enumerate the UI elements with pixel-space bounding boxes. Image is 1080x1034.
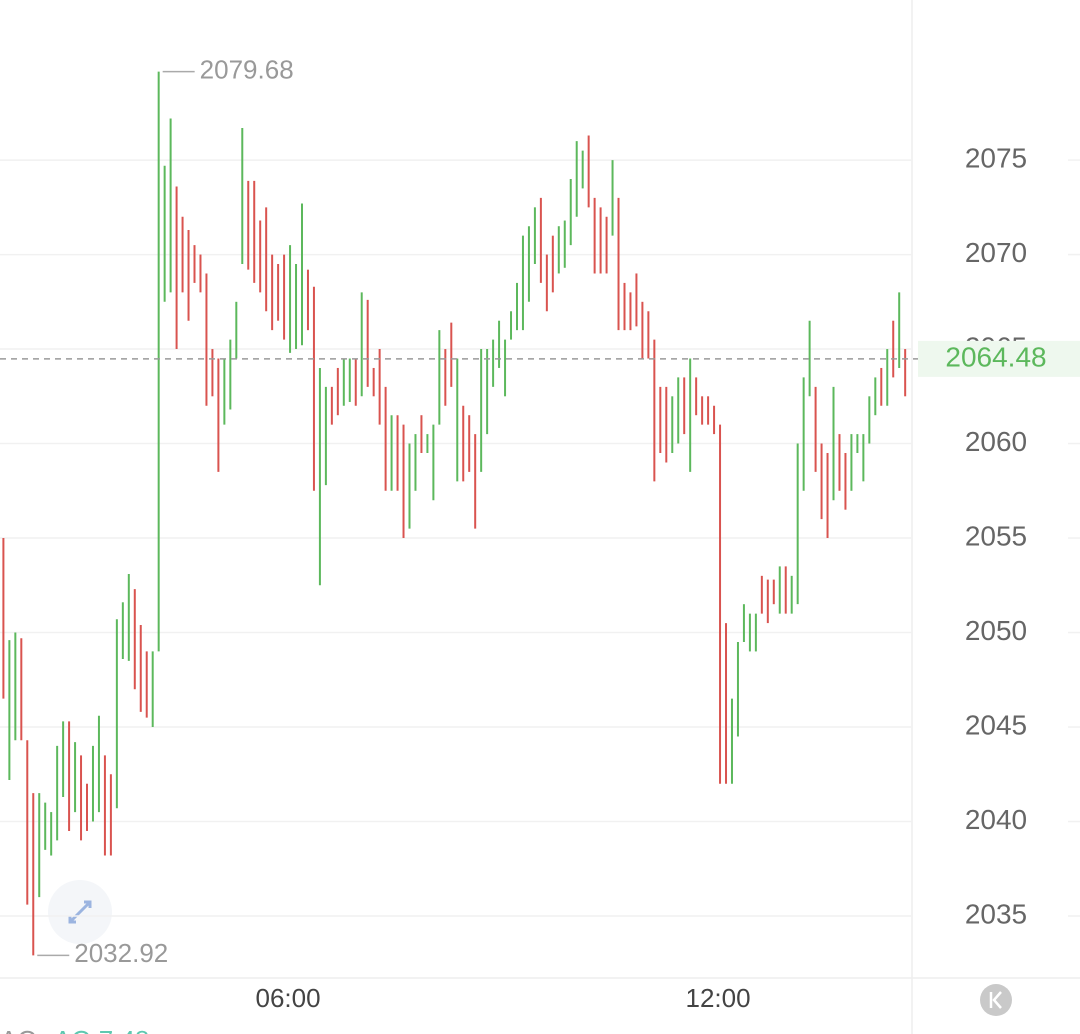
y-tick-label: 2055 <box>965 520 1027 551</box>
last-price-box <box>918 340 1080 377</box>
last-price-label: 2064.48 <box>945 341 1046 372</box>
expand-icon[interactable] <box>68 900 92 924</box>
y-tick-label: 2035 <box>965 898 1027 929</box>
y-tick-label: 2060 <box>965 426 1027 457</box>
y-tick-label: 2050 <box>965 615 1027 646</box>
y-tick-label: 2045 <box>965 709 1027 740</box>
min-marker-label: 2032.92 <box>74 938 168 968</box>
indicator-value: AO:7.48 <box>54 1025 149 1034</box>
x-tick-label: 12:00 <box>686 983 751 1013</box>
collapse-button-bg[interactable] <box>980 984 1012 1016</box>
indicator-name: AO <box>0 1025 38 1034</box>
y-tick-label: 2040 <box>965 804 1027 835</box>
x-tick-label: 06:00 <box>256 983 321 1013</box>
collapse-button[interactable] <box>980 984 1012 1016</box>
y-tick-label: 2070 <box>965 237 1027 268</box>
expand-button[interactable] <box>48 880 112 944</box>
y-tick-label: 2075 <box>965 142 1027 173</box>
max-marker-label: 2079.68 <box>200 55 294 85</box>
collapse-icon[interactable] <box>989 991 1002 1009</box>
